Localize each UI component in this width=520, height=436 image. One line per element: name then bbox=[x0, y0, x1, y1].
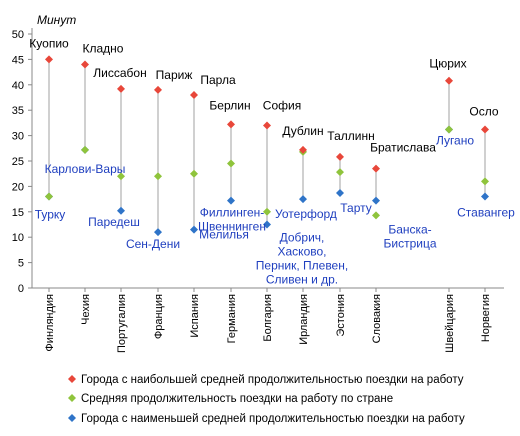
city-label-max: Лиссабон bbox=[93, 66, 146, 80]
city-label-min: Ставангер bbox=[457, 206, 515, 220]
legend: Города с наибольшей средней продолжитель… bbox=[68, 374, 465, 425]
city-label-max: Парла bbox=[200, 73, 236, 87]
x-tick-label: Ирландия bbox=[298, 294, 310, 345]
legend-label: Средняя продолжительность поездки на раб… bbox=[81, 393, 393, 405]
city-label-min: Банска-Бистрица bbox=[384, 223, 437, 251]
y-tick-label: 40 bbox=[12, 80, 24, 92]
x-tick-label: Чехия bbox=[80, 294, 92, 325]
data-point bbox=[299, 145, 307, 154]
data-point bbox=[45, 192, 53, 201]
x-tick-label: Болгария bbox=[262, 294, 274, 342]
y-tick-label: 35 bbox=[12, 105, 24, 117]
data-point bbox=[117, 84, 125, 93]
city-label-max: Таллинн bbox=[327, 129, 374, 143]
y-tick-label: 25 bbox=[12, 156, 24, 168]
data-point bbox=[336, 189, 344, 198]
data-point bbox=[190, 90, 198, 99]
data-point bbox=[154, 228, 162, 237]
data-point bbox=[263, 207, 271, 216]
city-labels: Куопио Кладно Лиссабон Париж Парла Берлин Софи… bbox=[29, 36, 515, 286]
city-label-min: Карлови-Вары bbox=[45, 162, 126, 176]
data-point bbox=[45, 55, 53, 64]
data-point bbox=[117, 172, 125, 181]
city-label-min: Лугано bbox=[436, 134, 474, 148]
city-label-min: Уотерфорд bbox=[275, 207, 337, 221]
bulgaria-cities-label: Добрич, Хасково, Перник, Плевен, Сливен и д… bbox=[256, 230, 348, 286]
data-point bbox=[81, 60, 89, 69]
city-label-max: Братислава bbox=[370, 141, 436, 155]
data-point bbox=[154, 85, 162, 94]
data-point bbox=[81, 145, 89, 154]
data-point bbox=[372, 196, 380, 205]
data-point bbox=[227, 196, 235, 205]
data-point bbox=[190, 169, 198, 178]
legend-label: Города с наибольшей средней продолжитель… bbox=[81, 374, 464, 386]
data-point bbox=[299, 195, 307, 204]
x-tick-label: Франция bbox=[153, 294, 165, 339]
data-point bbox=[227, 120, 235, 129]
x-tick-label: Словакия bbox=[371, 294, 383, 343]
y-tick-label: 30 bbox=[12, 131, 24, 143]
data-point bbox=[481, 177, 489, 186]
city-label-min: Мелилья bbox=[199, 228, 249, 242]
y-tick-label: 20 bbox=[12, 181, 24, 193]
y-tick-label: 10 bbox=[12, 232, 24, 244]
x-tick-label: Португалия bbox=[116, 294, 128, 353]
x-tick-labels: Финляндия Чехия Португалия Франция Испания Ге… bbox=[44, 294, 492, 353]
x-tick-label: Испания bbox=[189, 294, 201, 338]
legend-marker bbox=[68, 375, 76, 383]
city-label-max: София bbox=[263, 98, 301, 112]
y-tick-labels: 0 5 10 15 20 25 30 35 40 45 50 bbox=[12, 29, 24, 295]
data-point bbox=[117, 206, 125, 215]
x-tick-label: Норвегия bbox=[480, 294, 492, 342]
axes bbox=[28, 28, 504, 292]
city-label-max: Цюрих bbox=[429, 57, 466, 71]
city-label-min: Турку bbox=[35, 208, 66, 222]
data-point bbox=[190, 225, 198, 234]
y-tick-label: 50 bbox=[12, 29, 24, 41]
x-tick-label: Финляндия bbox=[44, 294, 56, 352]
city-label-max: Куопио bbox=[29, 36, 69, 50]
city-label-max: Дублин bbox=[282, 124, 323, 138]
data-point bbox=[263, 121, 271, 130]
data-point bbox=[481, 125, 489, 134]
data-point bbox=[372, 164, 380, 173]
y-unit-label: Минут bbox=[37, 13, 76, 27]
city-label-max: Париж bbox=[156, 68, 193, 82]
data-point bbox=[263, 220, 271, 229]
data-point bbox=[227, 159, 235, 168]
city-label-max: Берлин bbox=[209, 98, 250, 112]
legend-label: Города с наименьшей средней продолжитель… bbox=[81, 413, 465, 425]
y-tick-label: 45 bbox=[12, 54, 24, 66]
city-label-min: Сен-Дени bbox=[126, 237, 180, 251]
x-tick-label: Германия bbox=[226, 294, 238, 343]
city-label-min: Тарту bbox=[340, 201, 372, 215]
x-tick-label: Швейцария bbox=[444, 294, 456, 353]
legend-marker bbox=[68, 394, 76, 402]
data-point bbox=[336, 152, 344, 161]
data-point bbox=[481, 192, 489, 201]
data-point bbox=[336, 168, 344, 177]
y-tick-label: 15 bbox=[12, 207, 24, 219]
city-label-max: Осло bbox=[469, 105, 498, 119]
y-tick-label: 5 bbox=[18, 258, 24, 270]
x-tick-label: Эстония bbox=[335, 294, 347, 337]
city-label-min: Филлинген-Швеннинген bbox=[198, 206, 266, 234]
data-point bbox=[372, 211, 380, 220]
city-label-max: Кладно bbox=[83, 41, 124, 55]
markers bbox=[45, 55, 489, 237]
data-point bbox=[445, 76, 453, 85]
city-label-min: Паредеш bbox=[88, 215, 140, 229]
data-point bbox=[445, 125, 453, 134]
y-tick-label: 0 bbox=[18, 283, 24, 295]
legend-marker bbox=[68, 414, 76, 422]
data-point bbox=[154, 172, 162, 181]
